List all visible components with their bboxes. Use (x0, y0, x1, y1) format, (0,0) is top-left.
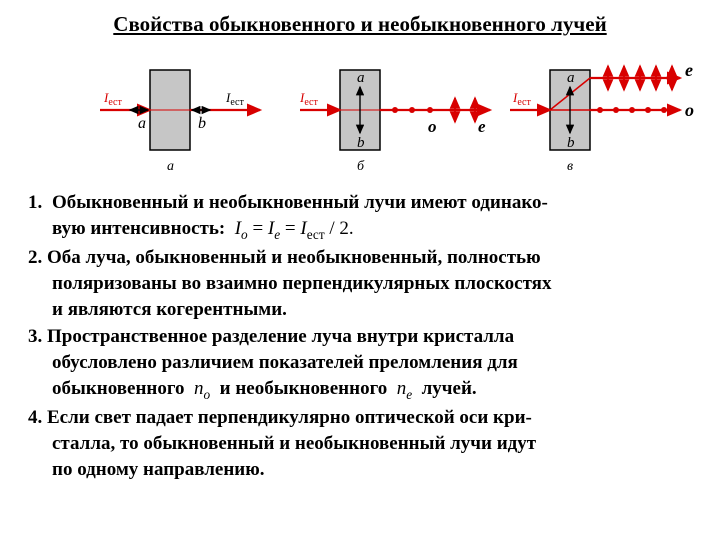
diagram-panel-c: a b Iест o e в (510, 60, 694, 174)
label-b: b (198, 115, 206, 132)
p4-line2: сталла, то обыкновенный и необыкновенный… (28, 433, 536, 454)
p1-line1: Обыкновенный и необыкновенный лучи имеют… (52, 192, 548, 213)
p4-line1: 4. Если свет падает перпендикулярно опти… (28, 407, 532, 428)
p3-line1: 3. Пространственное разделение луча внут… (28, 326, 514, 347)
label-o-c: o (685, 100, 694, 120)
label-b-c: b (567, 135, 575, 151)
p1-line2: вую интенсивность: (52, 218, 225, 239)
iest-right-a: Iест (225, 90, 244, 108)
panel-label-a: а (167, 159, 174, 174)
formula-ne: ne (397, 378, 412, 399)
formula-1: Io = Ie = Iест / 2. (230, 218, 354, 239)
iest-left-c: Iест (512, 90, 531, 108)
diagram-panel-a: a b Iест Iест а (100, 70, 260, 174)
p4-line3: по одному направлению. (28, 459, 265, 480)
p2-line2: поляризованы во взаимно перпендикулярных… (28, 273, 551, 294)
p2-line1: 2. Оба луча, обыкновенный и необыкновенн… (28, 247, 541, 268)
page-title: Свойства обыкновенного и необыкновенного… (0, 12, 720, 37)
label-b-b: b (357, 135, 365, 151)
label-o-b: o (428, 117, 437, 136)
panel-label-b: б (357, 159, 365, 174)
diagram-panel-b: a b Iест o e б (299, 70, 490, 174)
p3-line2: обусловлено различием показателей прелом… (28, 352, 518, 373)
diagram-area: a b Iест Iест а a b Iест o e б (0, 50, 720, 180)
label-e-b: e (478, 117, 486, 136)
body-text: 1. Обыкновенный и необыкновенный лучи им… (28, 190, 692, 482)
panel-label-c: в (567, 159, 573, 174)
p3-line3c: лучей. (422, 378, 477, 399)
label-a-c: a (567, 70, 575, 86)
label-e-c: e (685, 60, 693, 80)
iest-left-a: Iест (103, 90, 122, 108)
label-a: a (138, 115, 146, 132)
p3-line3b: и необыкновенного (220, 378, 388, 399)
iest-left-b: Iест (299, 90, 318, 108)
formula-no: no (194, 378, 210, 399)
p2-line3: и являются когерентными. (28, 299, 287, 320)
p3-line3a: обыкновенного (52, 378, 185, 399)
label-a-b: a (357, 70, 365, 86)
